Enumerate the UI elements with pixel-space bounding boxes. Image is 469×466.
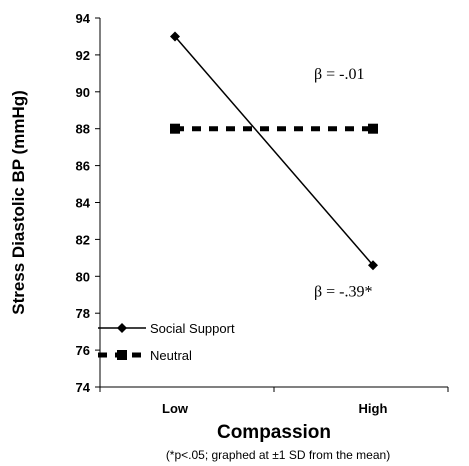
series-layer [170, 31, 378, 271]
y-tick-label: 76 [76, 343, 90, 358]
y-axis-title: Stress Diastolic BP (mmHg) [9, 90, 28, 315]
footnote: (*p<.05; graphed at ±1 SD from the mean) [166, 448, 390, 462]
y-tick-label: 90 [76, 85, 90, 100]
y-tick-label: 94 [76, 11, 91, 26]
x-tick-label: Low [162, 401, 189, 416]
x-tick-label: High [359, 401, 388, 416]
y-tick-label: 88 [76, 122, 90, 137]
x-axis-title: Compassion [217, 422, 331, 443]
data-point-square [170, 123, 180, 134]
legend-item: Neutral [98, 348, 192, 363]
x-axis-ticks: Low High [99, 387, 449, 416]
y-tick-label: 86 [76, 159, 90, 174]
y-axis-ticks: 74 76 78 80 82 84 86 88 90 92 94 [76, 11, 100, 395]
annotation-social-support-beta: β = -.39* [314, 284, 373, 301]
legend: Social Support Neutral [98, 321, 235, 363]
legend-item: Social Support [98, 321, 235, 336]
series-neutral [170, 123, 378, 134]
data-point-diamond [368, 260, 378, 271]
y-tick-label: 80 [76, 269, 90, 284]
series-social-support [170, 31, 378, 271]
y-tick-label: 74 [76, 380, 91, 395]
y-tick-label: 92 [76, 48, 90, 63]
legend-marker-square [117, 350, 127, 360]
legend-label: Social Support [150, 321, 235, 336]
data-point-square [368, 123, 378, 134]
annotation-neutral-beta: β = -.01 [314, 66, 365, 83]
y-tick-label: 82 [76, 232, 90, 247]
data-point-diamond [170, 31, 180, 42]
legend-label: Neutral [150, 348, 192, 363]
series-line [174, 35, 374, 266]
y-tick-label: 84 [76, 196, 91, 211]
legend-marker-diamond [117, 323, 127, 333]
y-tick-label: 78 [76, 306, 90, 321]
